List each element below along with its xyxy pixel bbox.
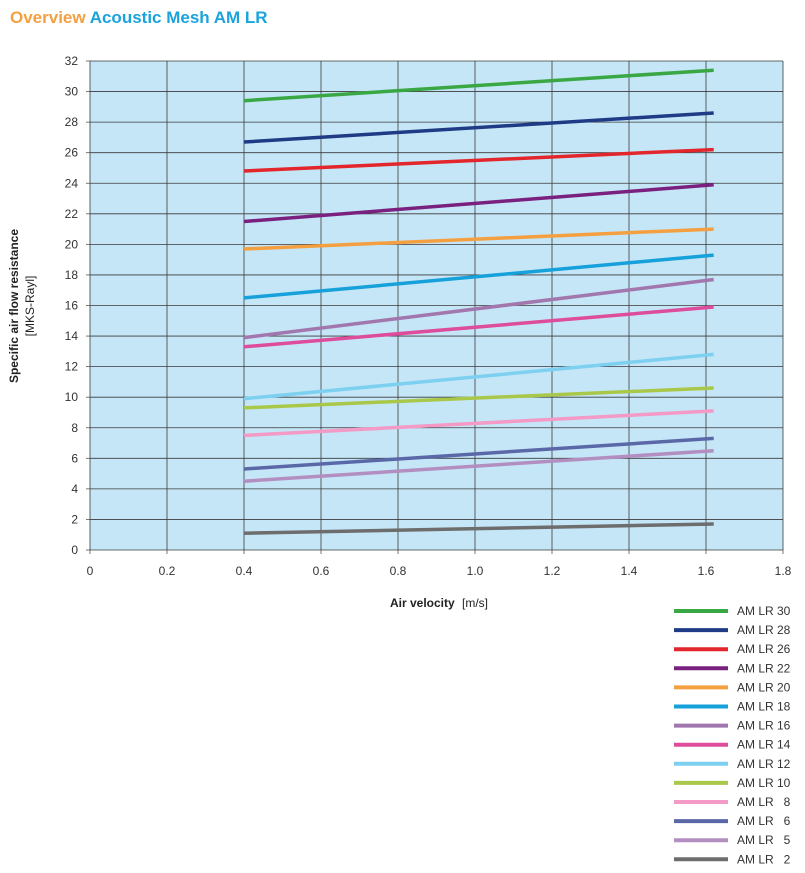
page-title: Overview Acoustic Mesh AM LR xyxy=(10,8,268,28)
y-tick-label: 2 xyxy=(71,512,78,526)
y-tick-label: 22 xyxy=(65,207,79,221)
x-tick-label: 0.8 xyxy=(390,564,407,578)
legend-label: AM LR 22 xyxy=(737,661,791,675)
y-tick-label: 16 xyxy=(65,299,79,313)
series-line-am-lr-14 xyxy=(243,305,714,349)
legend-label: AM LR 6 xyxy=(737,814,791,828)
x-tick-label: 1.0 xyxy=(467,564,484,578)
legend: AM LR 30 AM LR 28 AM LR 26 AM LR 22 AM LR 20… xyxy=(674,604,791,866)
series-line-am-lr-30 xyxy=(243,68,714,103)
series-line-am-lr-2 xyxy=(243,522,714,535)
y-tick-label: 26 xyxy=(65,146,79,160)
legend-label: AM LR 16 xyxy=(737,719,791,733)
series-line-am-lr-28 xyxy=(243,111,714,144)
x-axis-ticks: 0 0.2 0.4 0.6 0.8 1.0 1.2 1.4 1.6 1.8 xyxy=(87,550,792,578)
legend-label: AM LR 28 xyxy=(737,623,791,637)
legend-label: AM LR 20 xyxy=(737,680,791,694)
y-tick-label: 10 xyxy=(65,390,79,404)
y-tick-label: 0 xyxy=(71,543,78,557)
x-axis-title-main: Air velocity xyxy=(390,596,455,610)
legend-label: AM LR 14 xyxy=(737,738,791,752)
series-line-am-lr-20 xyxy=(243,227,714,251)
y-tick-label: 32 xyxy=(65,54,79,68)
series-line-am-lr-22 xyxy=(243,183,714,224)
y-tick-label: 8 xyxy=(71,421,78,435)
legend-label: AM LR 30 xyxy=(737,604,791,618)
x-axis-title-unit: [m/s] xyxy=(462,596,488,610)
y-axis-title: Specific air flow resistance xyxy=(7,229,21,383)
x-tick-label: 1.8 xyxy=(775,564,792,578)
grid xyxy=(89,60,784,551)
legend-label: AM LR 26 xyxy=(737,642,791,656)
y-tick-label: 20 xyxy=(65,237,79,251)
legend-label: AM LR 18 xyxy=(737,700,791,714)
title-product: Acoustic Mesh AM LR xyxy=(89,8,268,27)
series-line-am-lr-8 xyxy=(243,409,714,438)
series-line-am-lr-5 xyxy=(243,448,714,483)
y-tick-label: 28 xyxy=(65,115,79,129)
y-tick-label: 24 xyxy=(65,176,79,190)
y-tick-label: 4 xyxy=(71,482,78,496)
title-overview: Overview xyxy=(10,8,86,27)
x-tick-label: 1.4 xyxy=(621,564,638,578)
legend-label: AM LR 10 xyxy=(737,776,791,790)
legend-label: AM LR 12 xyxy=(737,757,791,771)
y-tick-label: 6 xyxy=(71,451,78,465)
series-lines xyxy=(243,68,714,535)
series-line-am-lr-12 xyxy=(243,352,714,401)
legend-label: AM LR 2 xyxy=(737,852,791,866)
legend-label: AM LR 5 xyxy=(737,833,791,847)
y-tick-label: 30 xyxy=(65,85,79,99)
series-line-am-lr-16 xyxy=(243,277,714,340)
x-tick-label: 1.2 xyxy=(544,564,561,578)
x-tick-label: 0.2 xyxy=(159,564,176,578)
series-line-am-lr-26 xyxy=(243,147,714,173)
y-tick-label: 12 xyxy=(65,360,79,374)
series-line-am-lr-18 xyxy=(243,253,714,300)
x-tick-label: 0 xyxy=(87,564,94,578)
y-axis-unit: [MKS-Rayl] xyxy=(23,276,37,337)
x-tick-label: 0.6 xyxy=(313,564,330,578)
legend-label: AM LR 8 xyxy=(737,795,791,809)
y-tick-label: 18 xyxy=(65,268,79,282)
y-tick-label: 14 xyxy=(65,329,79,343)
x-tick-label: 0.4 xyxy=(236,564,253,578)
x-axis-title: Air velocity [m/s] xyxy=(390,596,488,610)
x-tick-label: 1.6 xyxy=(698,564,715,578)
series-line-am-lr-10 xyxy=(243,386,714,410)
series-line-am-lr-6 xyxy=(243,436,714,471)
